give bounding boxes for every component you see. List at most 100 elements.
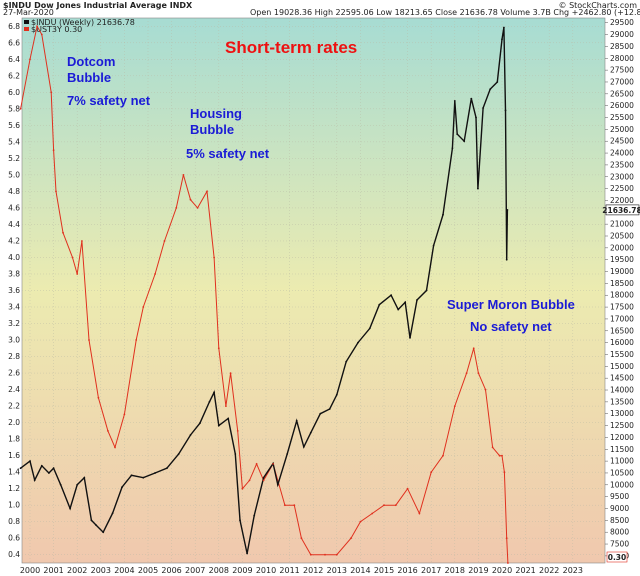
data-point-rates bbox=[248, 479, 251, 482]
data-point-indu bbox=[345, 360, 348, 363]
x-tick-label: 2000 bbox=[20, 566, 40, 575]
data-point-indu bbox=[227, 417, 230, 420]
x-tick-label: 2011 bbox=[279, 566, 299, 575]
data-point-rates bbox=[350, 537, 352, 540]
data-point-rates bbox=[97, 396, 100, 399]
data-point-rates bbox=[472, 347, 475, 350]
left-axis: 0.4 0.6 0.8 1.0 1.2 1.4 1.6 1.8 2.0 2.2 2.4 2.6 2.8 3… bbox=[8, 22, 20, 559]
left-tick-label: 6.6 bbox=[8, 38, 20, 47]
right-tick-label: 9500 bbox=[610, 492, 629, 501]
right-tick-label: 12500 bbox=[610, 421, 634, 430]
left-tick-label: 1.0 bbox=[8, 501, 20, 510]
left-tick-label: 4.6 bbox=[8, 203, 20, 212]
data-point-indu bbox=[416, 299, 418, 301]
data-point-indu bbox=[453, 100, 456, 102]
right-tick-label: 8500 bbox=[610, 516, 629, 525]
data-point-indu bbox=[501, 38, 503, 41]
data-point-indu bbox=[48, 472, 50, 474]
left-tick-label: 5.8 bbox=[8, 104, 20, 113]
right-tick-label: 14000 bbox=[610, 386, 634, 395]
right-tick-label: 27500 bbox=[610, 66, 634, 75]
left-tick-label: 1.6 bbox=[8, 451, 20, 460]
data-point-rates bbox=[236, 430, 239, 432]
data-point-indu bbox=[390, 294, 392, 297]
data-point-rates bbox=[175, 207, 178, 209]
right-tick-label: 19000 bbox=[610, 267, 634, 276]
data-point-indu bbox=[189, 434, 192, 436]
data-point-indu bbox=[409, 337, 411, 339]
data-point-rates bbox=[206, 190, 208, 193]
right-tick-label: 10500 bbox=[610, 468, 634, 477]
right-tick-label: 14500 bbox=[610, 374, 634, 383]
last-value-tag-rate bbox=[606, 551, 628, 563]
left-tick-label: 4.4 bbox=[8, 220, 20, 229]
x-tick-label: 2007 bbox=[185, 566, 205, 575]
data-point-rates bbox=[19, 107, 22, 110]
x-tick-label: 2001 bbox=[43, 566, 63, 575]
annotation-dotcom: Dotcom bbox=[67, 54, 115, 69]
x-tick-label: 2006 bbox=[161, 566, 181, 575]
left-tick-label: 3.2 bbox=[8, 319, 20, 328]
annotation-super-moron-bubble: Super Moron Bubble bbox=[447, 297, 575, 312]
data-point-indu bbox=[504, 109, 507, 112]
annotation-housing-bubble: Bubble bbox=[190, 122, 234, 137]
data-point-indu bbox=[451, 147, 454, 150]
data-point-rates bbox=[81, 240, 83, 242]
symbol-title: $INDU Dow Jones Industrial Average INDX bbox=[3, 1, 193, 10]
data-point-rates bbox=[163, 240, 166, 242]
left-tick-label: 6.4 bbox=[8, 55, 20, 64]
left-tick-label: 2.4 bbox=[8, 385, 20, 394]
x-tick-label: 2018 bbox=[445, 566, 465, 575]
x-tick-label: 2003 bbox=[91, 566, 111, 575]
x-tick-label: 2015 bbox=[374, 566, 394, 575]
data-point-indu bbox=[246, 552, 249, 555]
annotation-dotcom-safety-net: 7% safety net bbox=[67, 93, 151, 108]
left-tick-label: 1.2 bbox=[8, 484, 20, 493]
data-point-indu bbox=[432, 244, 435, 247]
left-tick-label: 6.8 bbox=[8, 22, 20, 31]
data-point-rates bbox=[300, 537, 303, 540]
data-point-rates bbox=[465, 372, 468, 374]
right-tick-label: 27000 bbox=[610, 77, 634, 86]
left-tick-label: 5.4 bbox=[8, 137, 20, 146]
data-point-indu bbox=[111, 512, 114, 515]
right-tick-label: 17500 bbox=[610, 303, 634, 312]
data-point-rates bbox=[484, 388, 487, 391]
data-point-indu bbox=[52, 467, 55, 470]
data-point-indu bbox=[503, 26, 505, 29]
data-point-rates bbox=[477, 372, 480, 374]
x-tick-label: 2004 bbox=[114, 566, 134, 575]
x-tick-label: 2017 bbox=[421, 566, 441, 575]
right-tick-label: 17000 bbox=[610, 314, 634, 323]
data-point-indu bbox=[130, 474, 133, 477]
data-point-rates bbox=[262, 479, 265, 482]
x-tick-label: 2021 bbox=[515, 566, 535, 575]
right-tick-label: 29500 bbox=[610, 18, 634, 27]
data-point-indu bbox=[309, 431, 312, 434]
left-tick-label: 2.0 bbox=[8, 418, 20, 427]
data-point-indu bbox=[357, 341, 359, 344]
x-tick-label: 2013 bbox=[327, 566, 347, 575]
annotation-dotcom-bubble: Bubble bbox=[67, 70, 111, 85]
data-point-indu bbox=[40, 464, 43, 467]
data-point-rates bbox=[491, 446, 494, 449]
legend-swatch-ust bbox=[24, 27, 29, 31]
data-point-indu bbox=[404, 301, 407, 304]
right-tick-label: 22000 bbox=[610, 196, 634, 205]
x-tick-label: 2008 bbox=[209, 566, 229, 575]
chart-date: 27-Mar-2020 bbox=[3, 8, 54, 17]
right-tick-label: 12000 bbox=[610, 433, 634, 442]
data-point-indu bbox=[368, 327, 371, 330]
right-tick-label: 25500 bbox=[610, 113, 634, 122]
right-tick-label: 20000 bbox=[610, 243, 634, 252]
data-point-indu bbox=[239, 519, 241, 522]
data-point-rates bbox=[29, 58, 31, 61]
data-point-rates bbox=[335, 553, 338, 556]
data-point-indu bbox=[90, 519, 93, 522]
data-point-indu bbox=[19, 467, 22, 470]
series-points-indu bbox=[19, 26, 509, 555]
left-tick-label: 0.6 bbox=[8, 534, 20, 543]
right-tick-label: 25000 bbox=[610, 125, 634, 134]
data-point-indu bbox=[234, 453, 237, 455]
legend-indu: $INDU (Weekly) 21636.78 bbox=[31, 18, 135, 27]
